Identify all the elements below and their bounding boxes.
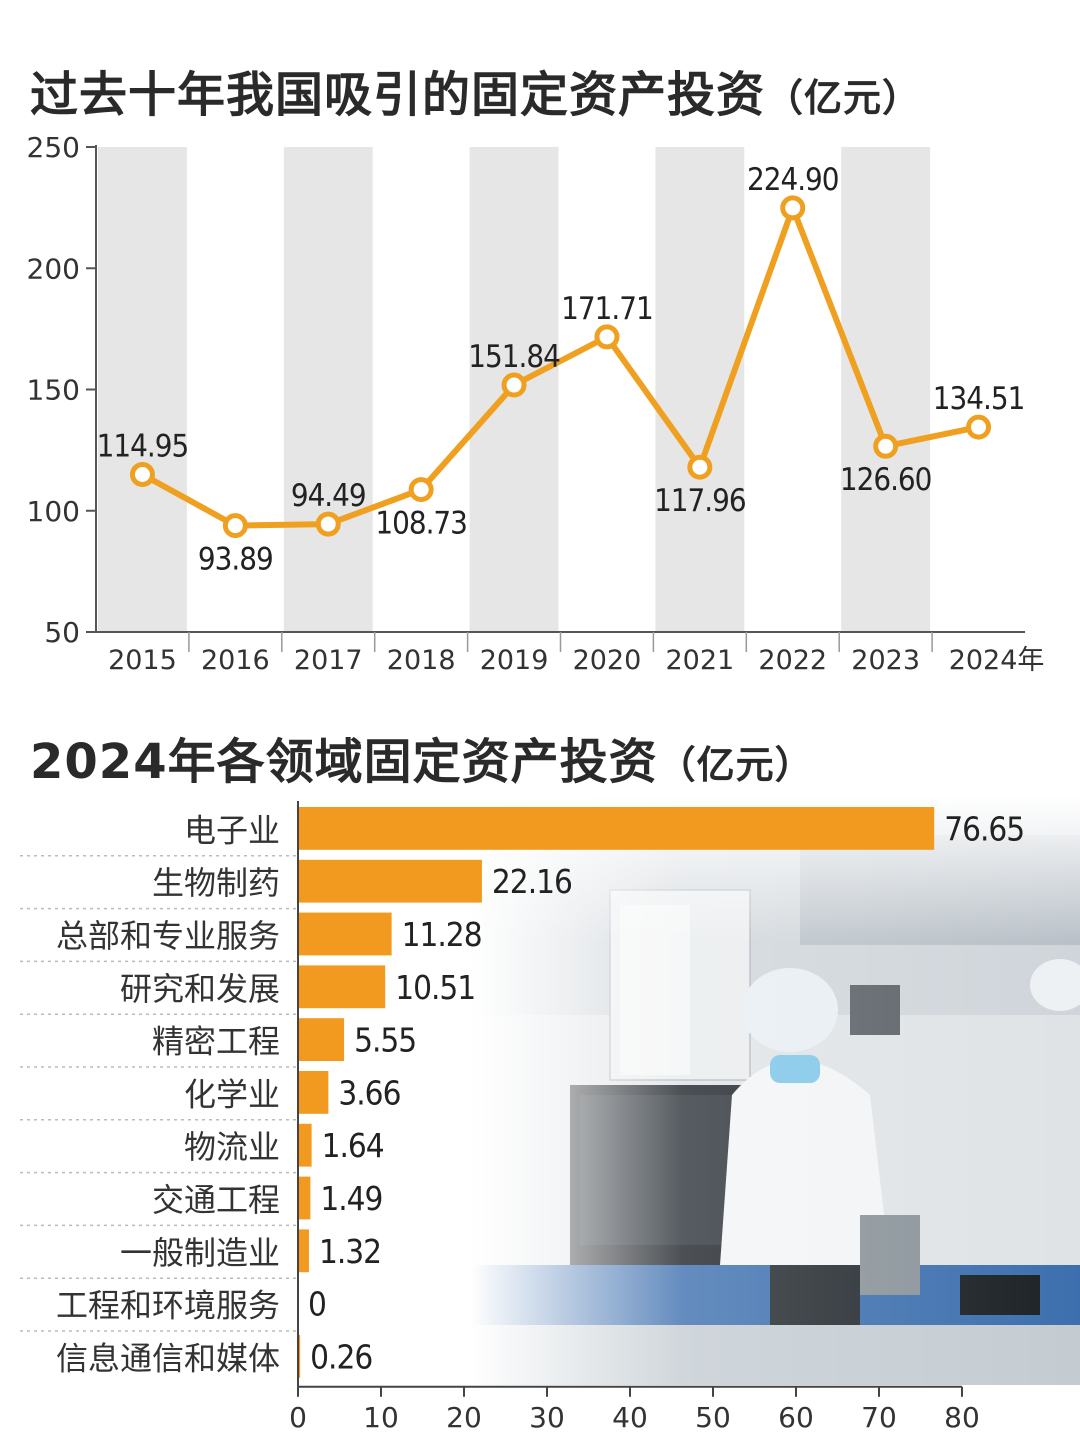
bar-value-label: 0.26	[310, 1337, 372, 1376]
data-label: 94.49	[291, 478, 366, 514]
x-tick-label: 2021	[665, 645, 734, 676]
bar	[298, 1018, 345, 1061]
x-tick-label: 30	[529, 1401, 565, 1434]
category-label: 工程和环境服务	[56, 1287, 280, 1325]
bar	[298, 912, 392, 956]
data-label: 93.89	[198, 542, 273, 578]
bar	[298, 859, 482, 903]
bar	[298, 965, 386, 1009]
bar-value-label: 10.51	[395, 968, 475, 1007]
data-point	[594, 324, 620, 350]
bar	[298, 1071, 329, 1114]
y-tick-label: 100	[27, 495, 80, 528]
x-tick-label: 2019	[480, 645, 549, 676]
category-label: 精密工程	[152, 1023, 280, 1061]
x-tick-label: 2016	[201, 645, 270, 676]
x-tick-label: 50	[695, 1401, 731, 1434]
x-tick-label: 60	[778, 1401, 814, 1434]
data-point	[873, 433, 899, 459]
data-label: 151.84	[468, 339, 560, 375]
bar-value-label: 3.66	[338, 1073, 400, 1112]
data-point	[501, 372, 527, 398]
data-label: 108.73	[375, 506, 467, 542]
bar-chart-title-text: 2024年各领域固定资产投资	[30, 734, 658, 790]
data-label: 114.95	[97, 428, 189, 464]
bar-value-label: 1.49	[320, 1179, 382, 1218]
data-label: 117.96	[654, 483, 746, 519]
x-tick-label: 0	[289, 1401, 307, 1434]
data-label: 224.90	[747, 162, 839, 198]
x-tick-label: 70	[861, 1401, 897, 1434]
data-point	[222, 513, 248, 539]
x-tick-label: 2015	[108, 645, 177, 676]
data-point	[408, 477, 434, 503]
data-label: 171.71	[561, 291, 653, 327]
data-point	[315, 511, 341, 537]
bar	[298, 1229, 309, 1273]
x-tick-label: 10	[363, 1401, 399, 1434]
x-tick-label: 2017	[294, 645, 363, 676]
y-tick-label: 250	[27, 131, 80, 164]
x-tick-label: 40	[612, 1401, 648, 1434]
category-label: 一般制造业	[120, 1234, 280, 1272]
data-point	[966, 414, 992, 440]
x-tick-label: 2020	[573, 645, 642, 676]
column-band	[98, 147, 187, 632]
bar-value-label: 5.55	[354, 1021, 416, 1060]
bar-chart-title: 2024年各领域固定资产投资（亿元）	[30, 722, 814, 792]
bar-value-label: 1.32	[319, 1232, 381, 1271]
category-label: 研究和发展	[120, 970, 280, 1008]
column-band	[655, 147, 745, 632]
category-label: 化学业	[184, 1075, 280, 1113]
y-tick-label: 150	[27, 374, 80, 407]
category-label: 电子业	[184, 811, 280, 849]
category-label: 物流业	[184, 1128, 280, 1166]
x-tick-label: 80	[944, 1401, 980, 1434]
category-label: 总部和专业服务	[56, 917, 280, 955]
data-point	[687, 454, 713, 480]
data-point	[129, 461, 155, 487]
line-chart: 50 100 150 200 250 2015 2016 2017 2018 2019 2020 20…	[27, 131, 1045, 676]
y-tick-label: 200	[27, 252, 80, 285]
y-tick-label: 50	[44, 616, 80, 649]
data-label: 134.51	[933, 381, 1025, 417]
x-tick-label: 2023	[851, 645, 920, 676]
data-label: 126.60	[840, 462, 932, 498]
column-band	[283, 147, 373, 632]
factory-photo-illustration	[470, 795, 1080, 1385]
category-label: 交通工程	[152, 1181, 280, 1219]
factory-photo-background	[470, 795, 1080, 1385]
x-tick-label: 20	[446, 1401, 482, 1434]
line-chart-title-text: 过去十年我国吸引的固定资产投资	[30, 67, 766, 123]
x-tick-label: 2018	[387, 645, 456, 676]
column-band	[841, 147, 931, 632]
bar	[298, 1123, 312, 1167]
bar-chart-title-unit: （亿元）	[657, 743, 814, 787]
bar	[298, 1176, 311, 1220]
x-tick-label: 2022	[758, 645, 827, 676]
x-tick-label: 2024年	[949, 645, 1045, 676]
data-point	[780, 195, 806, 221]
category-label: 生物制药	[152, 864, 280, 902]
series-line	[141, 204, 980, 529]
line-chart-title: 过去十年我国吸引的固定资产投资（亿元）	[30, 55, 921, 125]
bar	[298, 1335, 301, 1378]
category-label: 信息通信和媒体	[56, 1339, 280, 1377]
bar-value-label: 0	[308, 1285, 326, 1324]
bar-value-label: 1.64	[322, 1126, 384, 1165]
line-chart-title-unit: （亿元）	[765, 76, 922, 120]
